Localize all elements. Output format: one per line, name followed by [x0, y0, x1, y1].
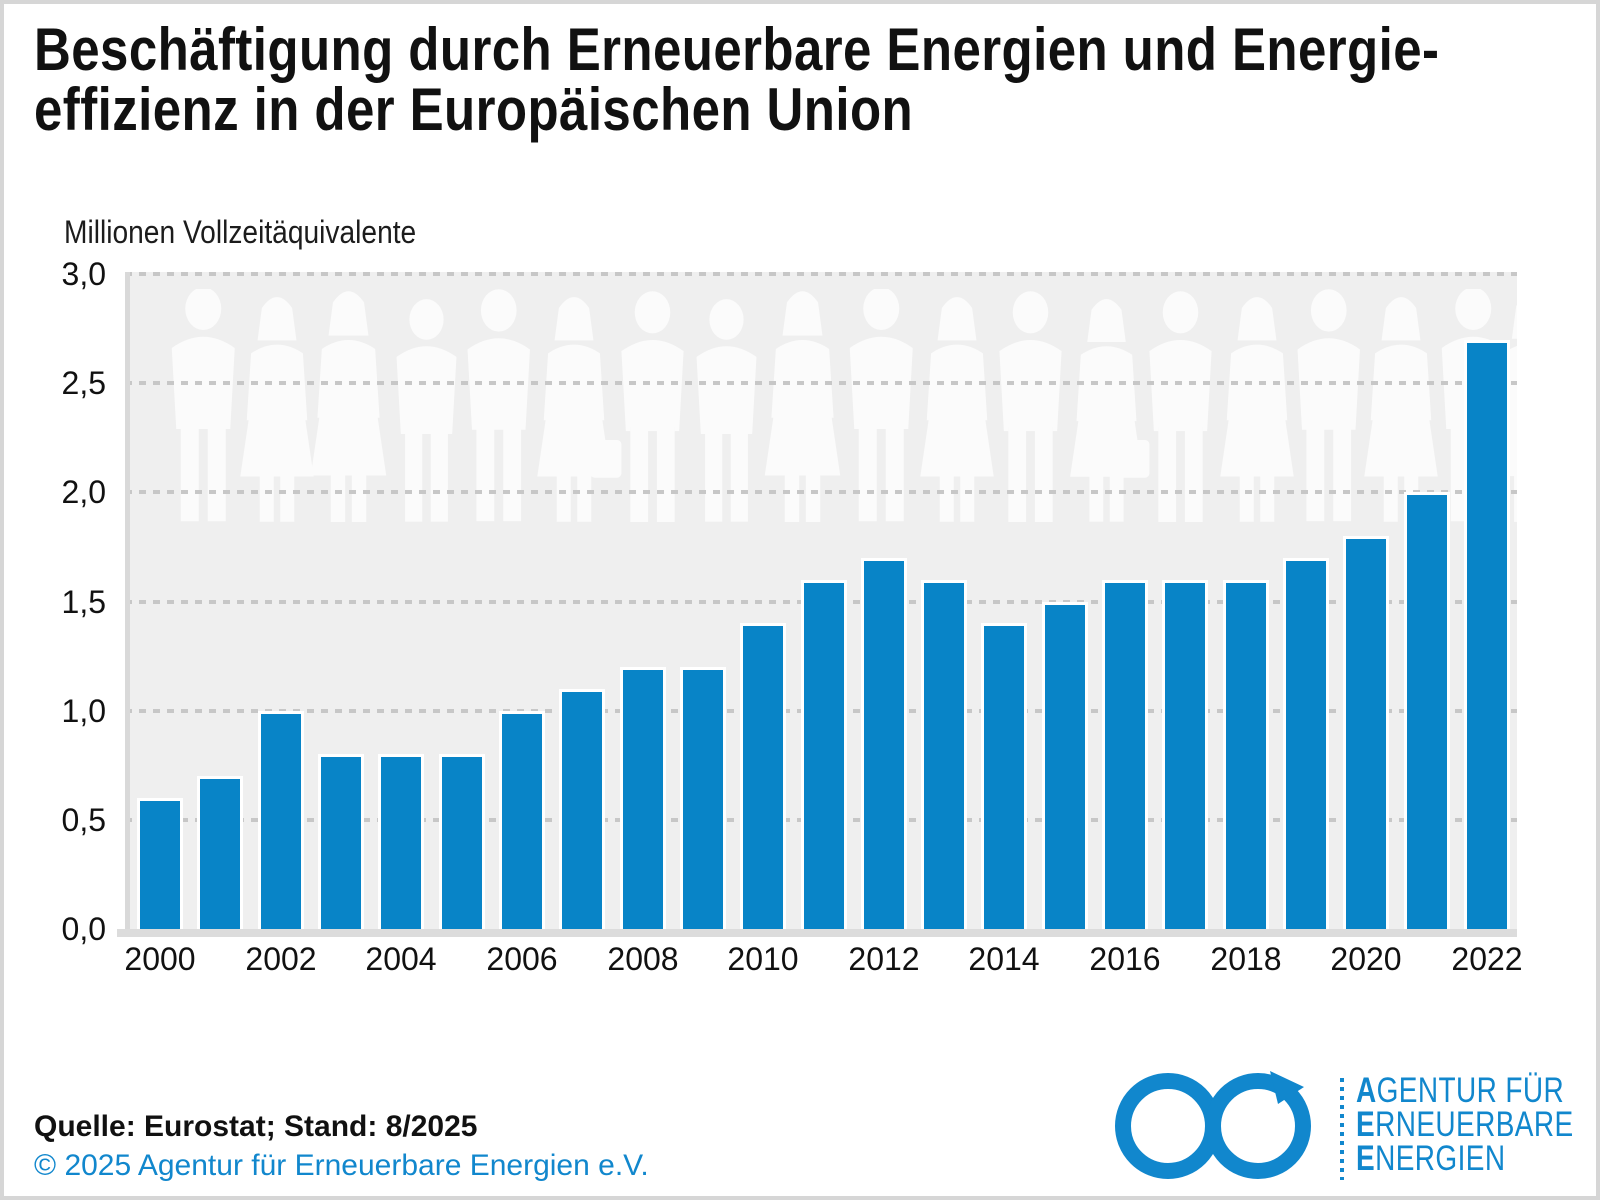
bar-2006 [498, 711, 545, 929]
x-tick-label-2010: 2010 [727, 941, 799, 977]
bar-2013 [921, 580, 968, 929]
y-axis-unit-label: Millionen Vollzeitäquivalente [64, 214, 417, 250]
x-tick-label-2012: 2012 [848, 941, 920, 977]
source-note: Quelle: Eurostat; Stand: 8/2025 [34, 1110, 478, 1143]
logo-wordmark: AGENTUR FÜR ERNEUERBARE ENERGIEN [1356, 1071, 1574, 1178]
bar-2019 [1283, 558, 1330, 929]
bar-2010 [740, 623, 787, 929]
copyright-note: © 2025 Agentur für Erneuerbare Energien … [34, 1149, 649, 1182]
bar-2017 [1162, 580, 1209, 929]
x-axis-line [117, 929, 1517, 937]
x-tick-label-2006: 2006 [486, 941, 558, 977]
logo-line1: AGENTUR FÜR [1356, 1071, 1565, 1110]
infinity-arrow-icon [1115, 1071, 1311, 1179]
chart-title: Beschäftigung durch Erneuerbare Energien… [34, 16, 1596, 143]
bar-2008 [619, 667, 666, 929]
bar-2011 [800, 580, 847, 929]
y-tick-label-0,5: 0,5 [61, 802, 106, 838]
bar-2014 [981, 623, 1028, 929]
y-tick-label-2,5: 2,5 [61, 365, 106, 401]
bar-2002 [257, 711, 304, 929]
bar-2016 [1102, 580, 1149, 929]
bar-2012 [860, 558, 907, 929]
bar-2000 [137, 798, 183, 929]
bar-2005 [438, 754, 485, 929]
bar-2001 [197, 776, 244, 929]
x-tick-label-2018: 2018 [1210, 941, 1282, 977]
chart-title-line2: effizienz in der Europäischen Union [34, 76, 914, 143]
x-tick-label-2014: 2014 [968, 941, 1040, 977]
logo-line2: ERNEUERBARE [1356, 1105, 1574, 1144]
gridline-2.0 [125, 490, 1517, 494]
chart-title-line1: Beschäftigung durch Erneuerbare Energien… [34, 16, 1440, 83]
x-tick-label-2020: 2020 [1330, 941, 1402, 977]
bar-2009 [679, 667, 726, 929]
bar-2007 [559, 689, 606, 929]
x-tick-label-2000: 2000 [124, 941, 196, 977]
gridline-2.5 [125, 381, 1517, 385]
people-silhouettes-graphic [171, 289, 1517, 522]
y-tick-label-3,0: 3,0 [61, 256, 106, 292]
x-tick-label-2002: 2002 [245, 941, 317, 977]
y-tick-label-1,5: 1,5 [61, 584, 106, 620]
bar-2015 [1041, 602, 1088, 929]
logo-divider-dotted-line [1340, 1078, 1344, 1180]
x-tick-label-2016: 2016 [1089, 941, 1161, 977]
logo-line3: ENERGIEN [1356, 1139, 1506, 1178]
y-tick-label-1,0: 1,0 [61, 693, 106, 729]
x-tick-label-2004: 2004 [365, 941, 437, 977]
y-axis-line [125, 272, 130, 929]
x-tick-label-2008: 2008 [607, 941, 679, 977]
x-tick-label-2022: 2022 [1451, 941, 1523, 977]
plot-area [117, 272, 1517, 937]
bar-2018 [1222, 580, 1269, 929]
y-tick-label-2,0: 2,0 [61, 474, 106, 510]
bar-2004 [378, 754, 425, 929]
bar-2003 [317, 754, 364, 929]
bar-2021 [1403, 492, 1450, 929]
y-tick-label-0,0: 0,0 [61, 911, 106, 947]
bar-2022 [1464, 340, 1511, 929]
bar-2020 [1343, 536, 1390, 929]
gridline-3.0 [125, 272, 1517, 276]
